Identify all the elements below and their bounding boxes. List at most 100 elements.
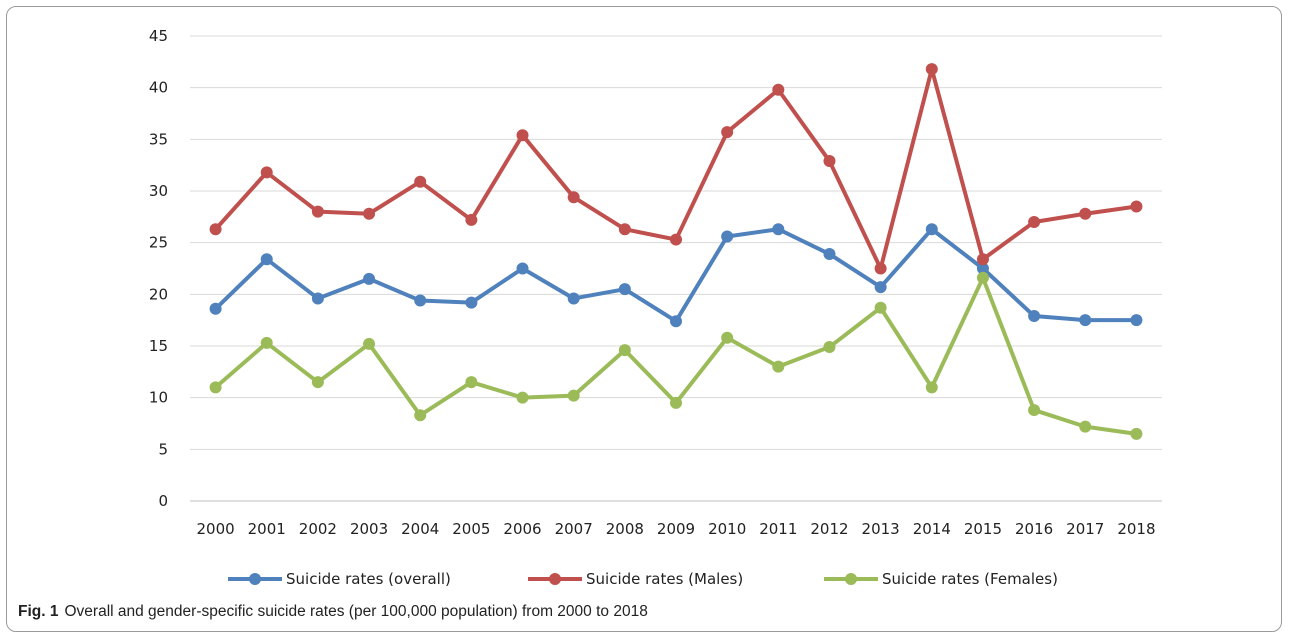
data-point [260,253,273,266]
data-point [772,223,785,236]
x-tick-label: 2017 [1066,520,1104,538]
data-point [209,223,222,236]
data-point [516,262,529,275]
x-tick-label: 2009 [657,520,695,538]
data-point [925,63,938,76]
x-tick-label: 2010 [708,520,746,538]
data-point [516,391,529,404]
data-point [1028,216,1041,228]
y-tick-label: 25 [149,234,168,252]
data-point [363,207,376,220]
legend-item-3: Suicide rates (Females) [824,570,1058,588]
data-point [670,396,682,409]
data-point [721,331,734,344]
data-point [976,271,989,284]
x-tick-label: 2008 [606,520,644,538]
data-point [1130,314,1143,327]
data-point [670,233,682,246]
data-point [976,262,989,275]
legend-marker [845,573,857,585]
data-point [1130,427,1143,440]
x-tick-label: 2004 [401,520,439,538]
data-point [465,213,478,226]
data-point [567,191,580,204]
data-point [1130,200,1143,213]
x-tick-label: 2012 [810,520,848,538]
data-point [260,166,273,179]
data-point [414,409,427,422]
x-tick-label: 2006 [503,520,541,538]
data-point [311,205,324,218]
data-point [823,155,836,168]
data-point [976,253,989,266]
data-point [414,175,427,188]
data-point [618,223,631,236]
data-point [311,292,324,305]
data-point [1079,420,1092,433]
data-point [465,296,478,309]
series-line [214,275,1137,436]
legend-marker [249,573,261,585]
data-point [670,315,682,328]
data-point [363,337,376,350]
data-point [567,292,580,305]
series-1 [209,223,1143,328]
x-tick-label: 2013 [862,520,900,538]
data-point [1028,310,1041,323]
x-tick-label: 2000 [196,520,234,538]
x-tick-label: 2018 [1117,520,1155,538]
y-tick-label: 40 [149,79,168,97]
legend-item-1: Suicide rates (overall) [228,570,451,588]
x-tick-label: 2002 [299,520,337,538]
data-point [260,336,273,349]
series-3 [209,271,1143,440]
data-point [721,126,734,139]
series-2 [209,63,1143,275]
figure-caption: Fig. 1 Overall and gender-specific suicid… [18,603,648,621]
data-point [772,83,785,96]
y-tick-label: 30 [149,182,168,200]
y-tick-label: 0 [158,492,168,510]
data-point [363,272,376,285]
data-point [772,360,785,373]
x-tick-label: 2014 [913,520,951,538]
data-point [414,294,427,307]
data-point [1028,404,1041,417]
caption-label: Fig. 1 [18,603,59,620]
data-point [209,302,222,315]
legend-label: Suicide rates (overall) [286,570,451,588]
data-point [925,223,938,236]
legend: Suicide rates (overall) Suicide rates (Ma… [228,570,1058,588]
data-point [874,281,887,294]
y-axis-tick-labels: 0 5 10 15 20 25 30 35 40 45 [149,27,168,510]
y-tick-label: 15 [149,337,168,355]
legend-label: Suicide rates (Females) [882,570,1058,588]
gridlines [190,35,1162,502]
x-tick-label: 2005 [452,520,490,538]
caption-text: Overall and gender-specific suicide rate… [64,603,648,620]
x-axis-tick-labels: 2000 2001 2002 2003 2004 2005 2006 2007 2008 2009… [196,520,1155,538]
data-point [823,248,836,261]
legend-label: Suicide rates (Males) [586,570,743,588]
x-tick-label: 2001 [248,520,286,538]
series-lines [209,63,1143,440]
data-point [618,344,631,357]
data-point [465,376,478,389]
y-tick-label: 35 [149,130,168,148]
data-point [1079,207,1092,220]
x-tick-label: 2015 [964,520,1002,538]
legend-item-2: Suicide rates (Males) [528,570,743,588]
data-point [823,341,836,354]
data-point [618,283,631,296]
y-tick-label: 10 [149,389,168,407]
y-tick-label: 5 [158,440,168,458]
y-tick-label: 20 [149,285,168,303]
data-point [516,129,529,142]
data-point [567,389,580,402]
data-point [209,381,222,394]
data-point [721,230,734,243]
x-tick-label: 2011 [759,520,797,538]
x-tick-label: 2007 [555,520,593,538]
data-point [311,376,324,389]
data-point [1079,314,1092,327]
